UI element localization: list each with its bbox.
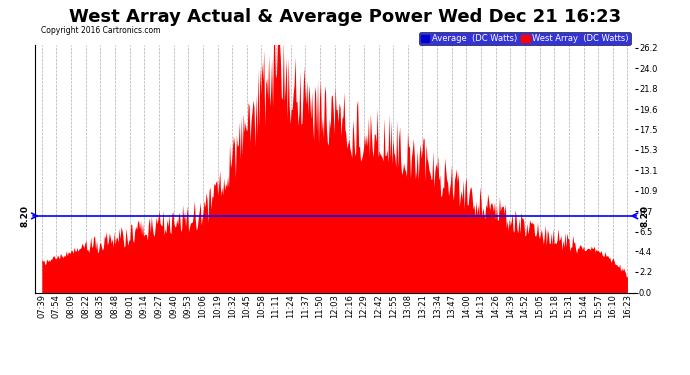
Legend: Average  (DC Watts), West Array  (DC Watts): Average (DC Watts), West Array (DC Watts… bbox=[419, 32, 631, 45]
Text: 8.20: 8.20 bbox=[640, 205, 650, 227]
Text: West Array Actual & Average Power Wed Dec 21 16:23: West Array Actual & Average Power Wed De… bbox=[69, 8, 621, 26]
Text: Copyright 2016 Cartronics.com: Copyright 2016 Cartronics.com bbox=[41, 26, 160, 35]
Text: 8.20: 8.20 bbox=[21, 205, 30, 227]
